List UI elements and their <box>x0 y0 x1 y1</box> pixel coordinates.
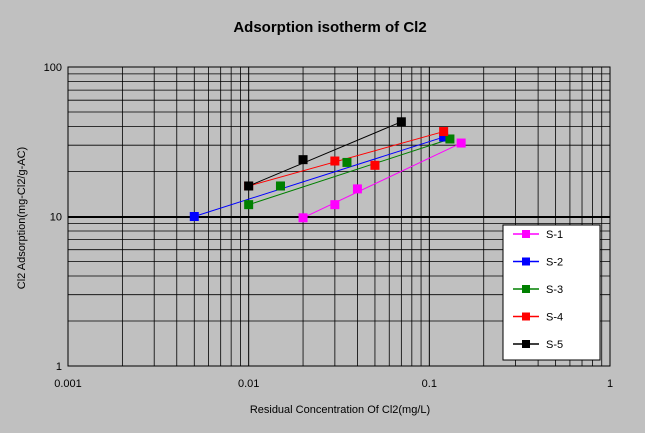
y-tick-label: 10 <box>50 212 62 224</box>
legend-marker <box>522 312 530 321</box>
point-s-2 <box>189 212 199 221</box>
x-axis-label: Residual Concentration Of Cl2(mg/L) <box>250 404 430 416</box>
point-s-3 <box>445 134 455 144</box>
legend-items: S-1 S-2 S-3 S-4 S-5 <box>513 229 563 351</box>
point-s-1 <box>298 213 308 223</box>
chart-title: Adsorption isotherm of Cl2 <box>233 19 426 36</box>
point-s-2 <box>439 132 449 142</box>
data-markers <box>189 117 466 223</box>
legend-label: S-4 <box>546 312 563 324</box>
point-s-1 <box>352 184 362 194</box>
plot-area <box>67 66 611 367</box>
legend-marker <box>522 257 530 266</box>
legend-marker <box>522 230 530 238</box>
x-tick-label: 0.01 <box>238 378 259 390</box>
legend-marker <box>522 285 530 293</box>
x-tick-label: 1 <box>607 378 613 390</box>
grid <box>67 67 610 367</box>
legend-label: S-3 <box>546 284 563 296</box>
legend: S-1 S-2 S-3 S-4 S-5 <box>502 224 601 361</box>
point-s-5 <box>244 181 254 191</box>
x-axis-ticks: 0.001 0.01 0.1 1 <box>54 378 613 390</box>
point-s-1 <box>456 138 466 148</box>
y-axis-ticks: 1 10 100 <box>44 62 62 373</box>
point-s-4 <box>370 160 380 170</box>
trend-line-s-3 <box>248 138 451 206</box>
x-tick-label: 0.1 <box>422 378 437 390</box>
legend-label: S-5 <box>546 339 563 351</box>
point-s-3 <box>275 181 285 191</box>
legend-label: S-2 <box>546 257 563 269</box>
trend-line-s-5 <box>248 121 402 187</box>
point-s-4 <box>330 156 340 166</box>
trend-line-s-1 <box>302 142 462 219</box>
x-tick-label: 0.001 <box>54 378 82 390</box>
legend-marker <box>522 340 530 348</box>
y-axis-label: Cl2 Adsorption(mg-Cl2/g-AC) <box>16 147 28 289</box>
point-s-1 <box>330 200 340 210</box>
y-tick-label: 100 <box>44 62 62 74</box>
point-s-3 <box>244 200 254 210</box>
y-tick-label: 1 <box>56 361 62 373</box>
trend-line-s-2 <box>194 136 444 217</box>
point-s-5 <box>298 155 308 165</box>
legend-box <box>502 224 601 361</box>
point-s-5 <box>396 117 406 127</box>
point-s-3 <box>342 157 352 167</box>
legend-label: S-1 <box>546 229 563 241</box>
point-s-4 <box>439 127 449 137</box>
